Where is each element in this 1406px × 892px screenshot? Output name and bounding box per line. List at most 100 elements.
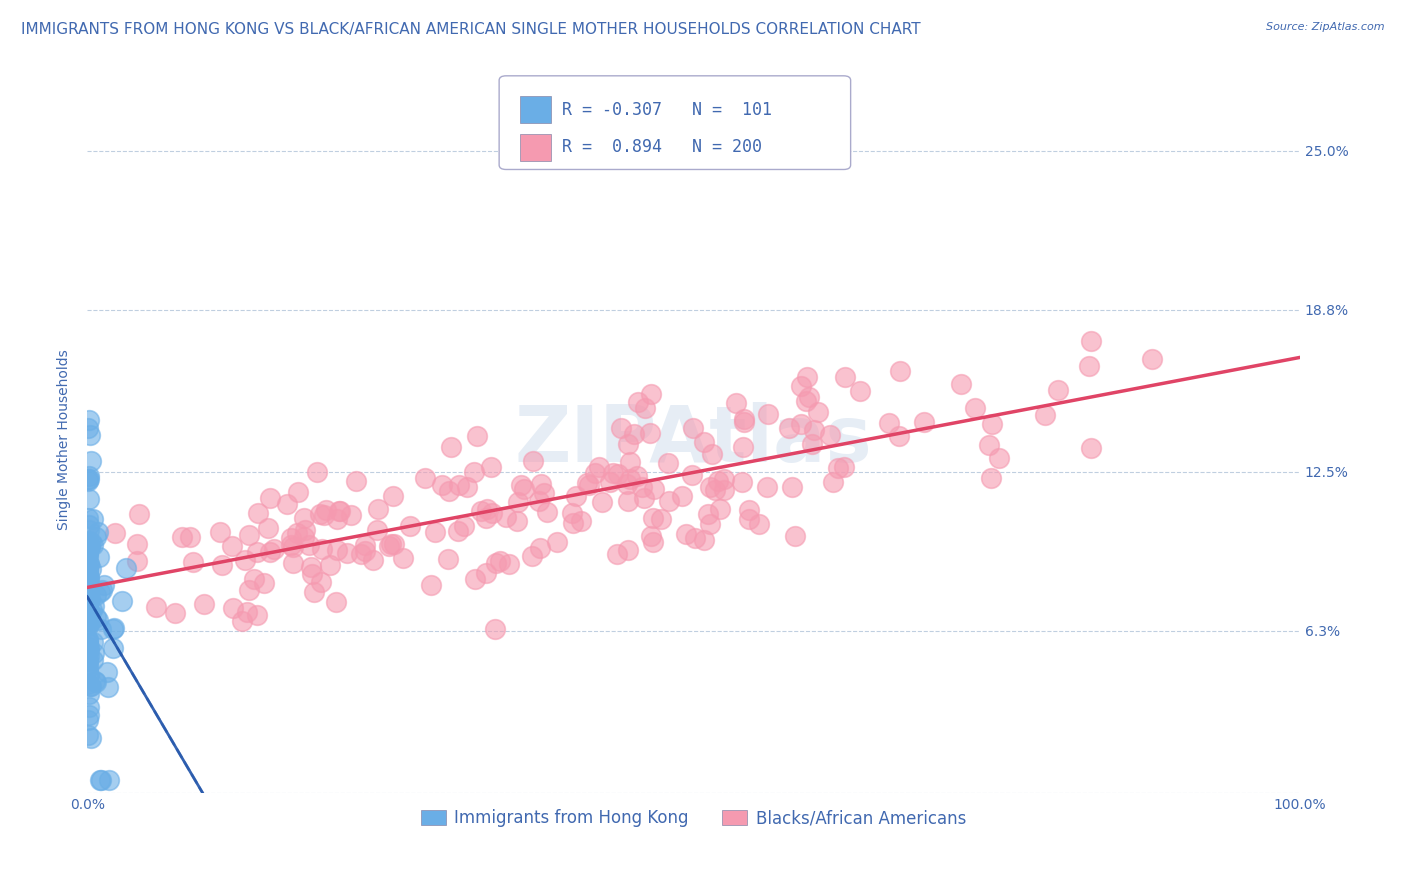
Point [77, 713, 100, 727]
Point [79, 679, 101, 693]
Point [77, 562, 100, 576]
Point [285, 526, 308, 541]
Point [77, 547, 100, 561]
Point [344, 474, 367, 488]
Point [731, 475, 754, 489]
Point [77, 661, 100, 675]
Point [77, 667, 100, 681]
Point [702, 446, 724, 460]
Point [238, 527, 260, 541]
Point [77, 545, 100, 559]
Point [80, 562, 103, 576]
Point [367, 502, 389, 516]
Point [479, 460, 502, 475]
Point [246, 506, 269, 520]
Point [780, 480, 803, 494]
Point [456, 480, 478, 494]
Point [465, 428, 488, 442]
Point [474, 511, 496, 525]
Point [104, 525, 127, 540]
Text: Source: ZipAtlas.com: Source: ZipAtlas.com [1267, 22, 1385, 32]
Point [440, 441, 463, 455]
Point [419, 578, 441, 592]
Point [302, 584, 325, 599]
Point [103, 621, 125, 635]
Point [77, 468, 100, 483]
Point [77, 593, 100, 607]
Point [520, 549, 543, 564]
Point [437, 552, 460, 566]
Point [506, 495, 529, 509]
Point [617, 543, 640, 558]
Point [633, 491, 655, 505]
Point [80, 603, 103, 617]
Point [699, 517, 721, 532]
Point [77, 636, 100, 650]
Point [77, 557, 100, 571]
Point [380, 537, 402, 551]
Point [1142, 352, 1164, 367]
Point [591, 495, 613, 509]
Point [800, 436, 823, 450]
Point [127, 554, 149, 568]
Point [86, 530, 108, 544]
Point [221, 539, 243, 553]
Point [796, 370, 818, 384]
Point [80, 679, 103, 693]
Point [377, 539, 399, 553]
Point [77, 549, 100, 563]
Point [506, 514, 529, 528]
Point [77, 657, 100, 671]
Point [246, 608, 269, 623]
Point [77, 642, 100, 657]
Point [565, 489, 588, 503]
Point [513, 482, 536, 496]
Point [90, 583, 112, 598]
Point [281, 557, 304, 571]
Point [634, 401, 657, 416]
Point [1080, 334, 1102, 349]
Point [263, 542, 285, 557]
Point [599, 475, 621, 489]
Point [80, 454, 103, 468]
Point [877, 417, 900, 431]
Point [889, 364, 911, 378]
Point [963, 401, 986, 415]
Point [79, 591, 101, 605]
Point [325, 595, 347, 609]
Point [382, 537, 405, 551]
Point [238, 582, 260, 597]
Point [193, 598, 215, 612]
Point [96, 665, 118, 679]
Text: IMMIGRANTS FROM HONG KONG VS BLACK/AFRICAN AMERICAN SINGLE MOTHER HOUSEHOLDS COR: IMMIGRANTS FROM HONG KONG VS BLACK/AFRIC… [21, 22, 921, 37]
Point [778, 421, 800, 435]
Point [350, 547, 373, 561]
Point [807, 404, 830, 418]
Point [84, 674, 107, 689]
Point [821, 475, 844, 489]
Point [90, 622, 112, 636]
Point [1033, 408, 1056, 422]
Point [887, 429, 910, 443]
Point [77, 533, 100, 548]
Point [165, 607, 187, 621]
Point [280, 538, 302, 552]
Point [259, 491, 281, 505]
Point [280, 531, 302, 545]
Point [1077, 359, 1099, 373]
Point [748, 517, 770, 532]
Point [77, 632, 100, 647]
Point [208, 524, 231, 539]
Point [77, 413, 100, 427]
Point [77, 557, 100, 571]
Point [170, 529, 193, 543]
Point [399, 519, 422, 533]
Point [827, 461, 849, 475]
Point [733, 412, 755, 426]
Text: ZIPAtlas: ZIPAtlas [515, 401, 872, 477]
Point [641, 534, 664, 549]
Point [707, 474, 730, 488]
Point [546, 535, 568, 549]
Point [783, 529, 806, 543]
Point [77, 578, 100, 592]
